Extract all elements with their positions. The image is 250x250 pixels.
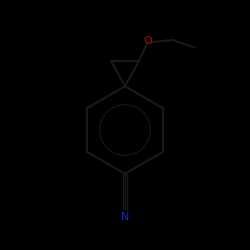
Text: O: O	[143, 36, 152, 46]
Text: N: N	[121, 212, 129, 222]
